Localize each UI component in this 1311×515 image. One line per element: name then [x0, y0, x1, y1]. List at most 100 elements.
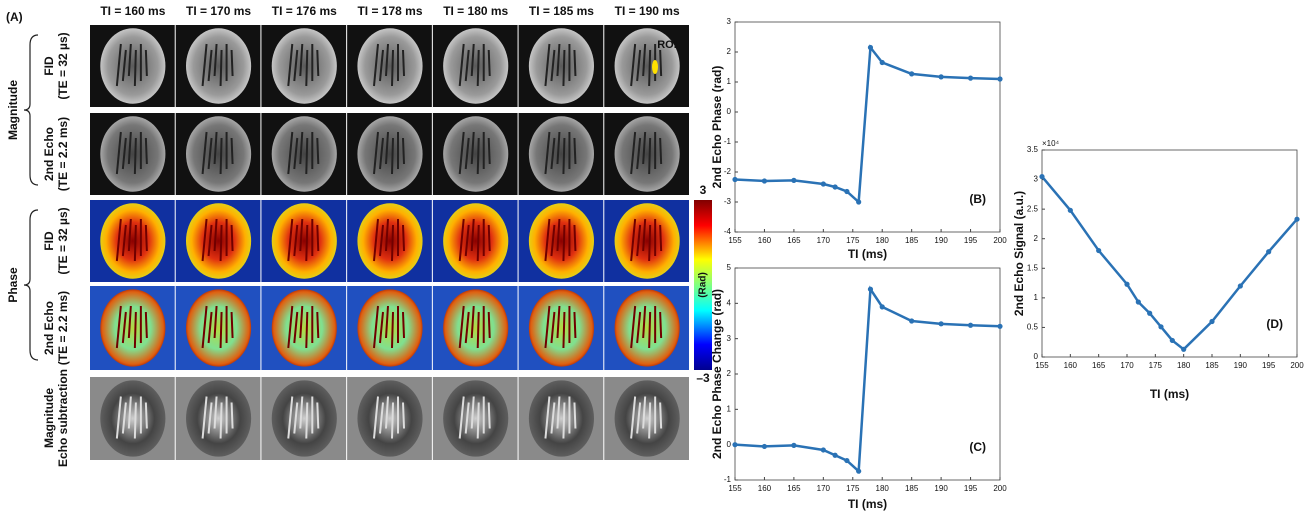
- marker: [1158, 324, 1164, 330]
- y-tick-label: 3.5: [1027, 145, 1039, 154]
- sulcus: [487, 402, 491, 429]
- x-tick-label: 170: [1120, 361, 1134, 370]
- sulcus: [213, 131, 218, 165]
- sulcus: [219, 49, 223, 87]
- marker: [938, 321, 944, 327]
- y-tick-label: 0: [727, 440, 732, 449]
- brain-slice: [186, 289, 252, 367]
- panel-label: (B): [969, 192, 986, 206]
- brain-slice: [614, 289, 680, 367]
- x-tick-label: 175: [846, 484, 860, 493]
- sulcus: [385, 43, 389, 77]
- brain-slice: [186, 203, 252, 279]
- sulcus: [556, 218, 561, 252]
- sulcus: [659, 311, 663, 339]
- x-tick-label: 155: [728, 484, 742, 493]
- brain-slice: [271, 28, 337, 104]
- sulcus: [562, 402, 566, 439]
- x-axis-label: TI (ms): [1150, 387, 1189, 401]
- column-header: TI = 170 ms: [186, 4, 251, 18]
- sulcus: [305, 137, 309, 175]
- sulcus: [630, 305, 637, 349]
- sulcus: [487, 311, 491, 339]
- x-tick-label: 180: [1177, 361, 1191, 370]
- plot-area: [734, 267, 1001, 481]
- sulcus: [299, 396, 304, 429]
- sulcus: [287, 218, 294, 262]
- marker: [856, 468, 862, 474]
- sulcus: [213, 396, 218, 429]
- sulcus: [556, 305, 561, 339]
- brain-slice: [528, 289, 595, 367]
- marker: [844, 457, 850, 464]
- y-tick-label: 4: [727, 298, 732, 307]
- y-tick-label: 0.5: [1027, 323, 1039, 332]
- y-axis-label: 2nd Echo Phase (rad): [710, 66, 724, 189]
- sulcus: [636, 137, 642, 170]
- sulcus: [562, 49, 566, 87]
- marker: [867, 286, 874, 292]
- sulcus: [470, 218, 475, 252]
- sulcus: [636, 224, 642, 257]
- sulcus: [201, 218, 208, 262]
- brain-slice: [186, 380, 252, 457]
- x-tick-label: 155: [1035, 361, 1049, 370]
- marker: [732, 176, 738, 183]
- plot-area: [734, 21, 1001, 233]
- row-label: (TE = 32 µs): [56, 32, 70, 99]
- marker: [1135, 299, 1141, 305]
- sulcus: [556, 396, 561, 429]
- sulcus: [299, 43, 304, 77]
- y-tick-label: -4: [724, 227, 732, 236]
- sulcus: [373, 43, 379, 87]
- sulcus: [402, 49, 405, 77]
- sulcus: [544, 43, 551, 87]
- marker: [1147, 310, 1153, 316]
- sulcus: [121, 137, 127, 170]
- group-label: Magnitude: [6, 80, 20, 140]
- sulcus: [207, 49, 213, 82]
- row-label: FID: [42, 231, 56, 251]
- y-tick-label: 1: [727, 77, 732, 86]
- row-label: Magnitude: [42, 388, 56, 448]
- brain-slice: [614, 380, 680, 457]
- sulcus: [476, 402, 480, 439]
- brain-slice: [271, 116, 337, 192]
- sulcus: [219, 137, 223, 175]
- sulcus: [464, 402, 470, 434]
- sulcus: [642, 305, 647, 339]
- sulcus: [316, 311, 320, 339]
- sulcus: [127, 218, 132, 252]
- sulcus: [379, 137, 384, 170]
- sulcus: [133, 402, 137, 439]
- y-tick-label: 2: [727, 47, 732, 56]
- x-tick-label: 175: [846, 236, 860, 245]
- x-tick-label: 165: [787, 236, 801, 245]
- x-tick-label: 190: [934, 236, 948, 245]
- marker: [820, 447, 826, 453]
- column-header: TI = 180 ms: [443, 4, 508, 18]
- sulcus: [305, 49, 309, 87]
- sulcus: [544, 218, 551, 262]
- x-tick-label: 170: [817, 484, 831, 493]
- marker: [791, 177, 797, 183]
- sulcus: [201, 43, 208, 87]
- sulcus: [642, 43, 647, 77]
- sulcus: [316, 402, 320, 429]
- y-tick-label: 1: [1034, 293, 1039, 302]
- brace: [23, 34, 39, 186]
- brain-slice: [271, 380, 337, 457]
- sulcus: [133, 224, 137, 262]
- x-tick-label: 180: [876, 484, 890, 493]
- sulcus: [573, 311, 577, 339]
- y-tick-label: 1: [727, 404, 732, 413]
- brace: [23, 209, 39, 361]
- sulcus: [630, 218, 637, 262]
- sulcus: [293, 311, 299, 344]
- sulcus: [550, 311, 556, 344]
- sulcus: [287, 396, 294, 439]
- sulcus: [659, 49, 663, 77]
- sulcus: [630, 43, 637, 87]
- roi-label: ROI: [657, 39, 677, 51]
- row-label: 2nd Echo: [42, 301, 56, 355]
